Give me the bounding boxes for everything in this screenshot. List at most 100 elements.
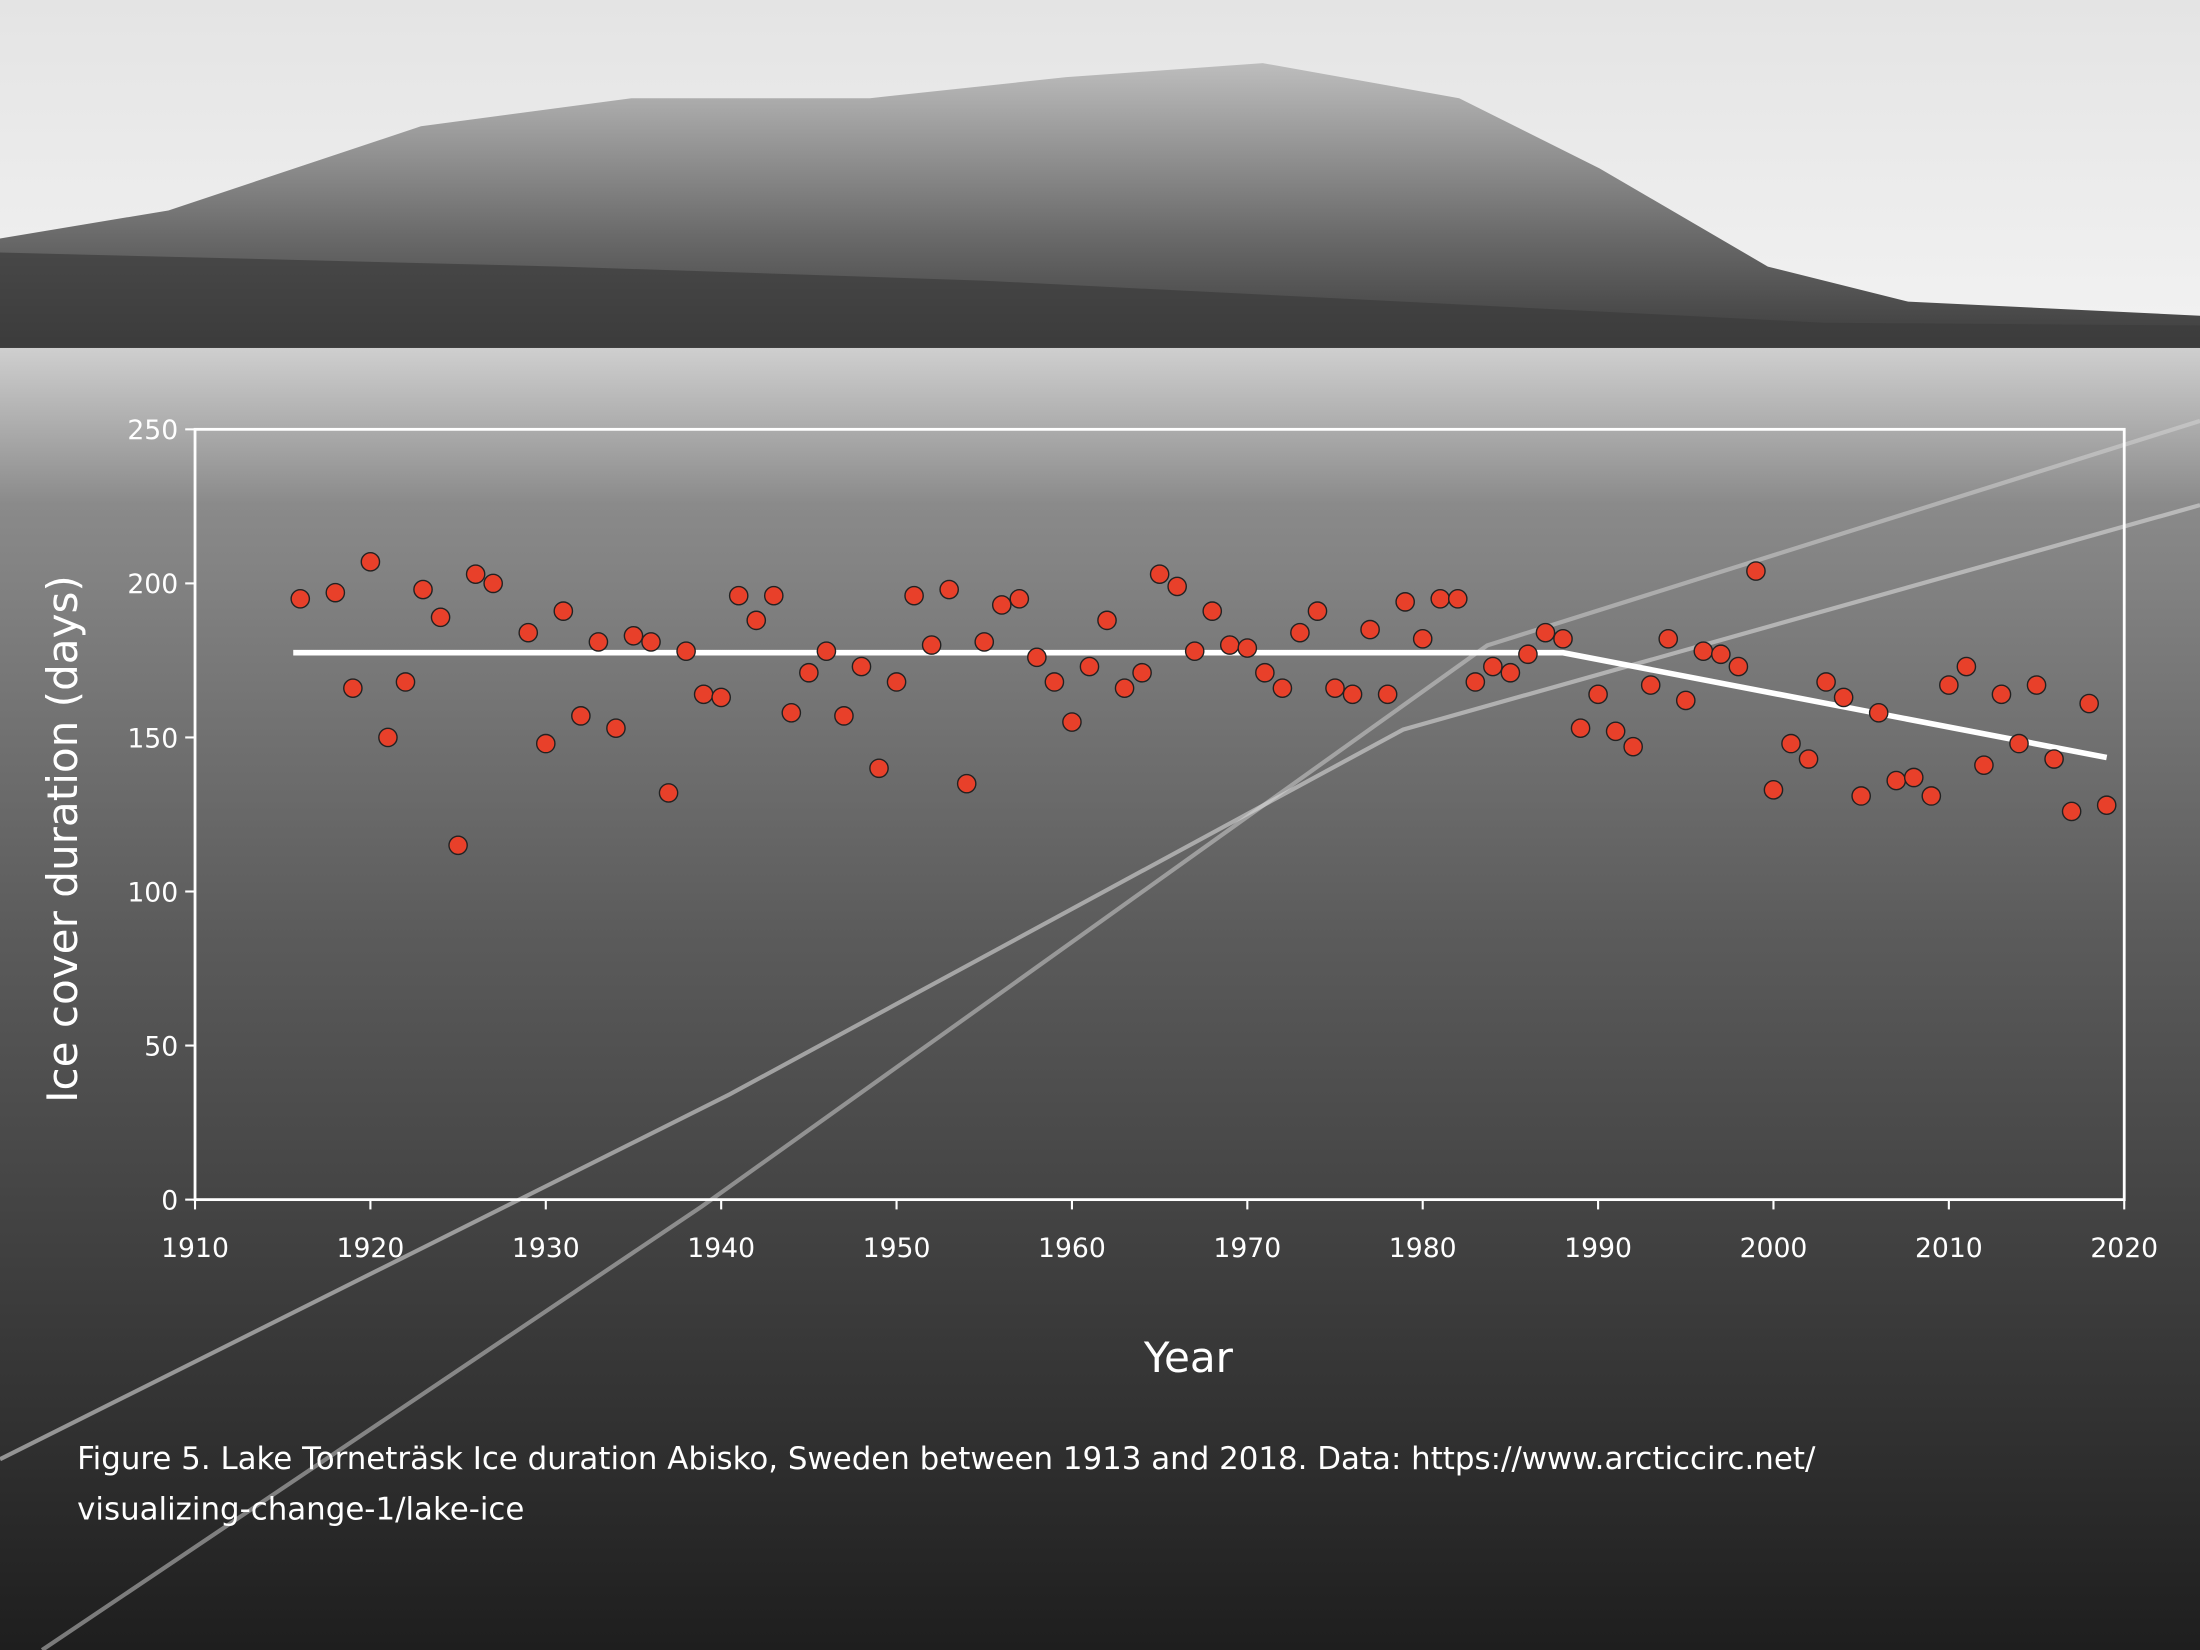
data-point [974,632,995,652]
data-point [693,684,714,705]
data-point [1114,678,1135,698]
data-point [746,610,767,631]
data-point [1500,662,1521,683]
data-point [553,601,574,621]
data-point [1798,749,1819,769]
y-tick-label: 50 [144,1031,178,1062]
data-point [1290,622,1310,643]
x-tick-label: 2010 [1915,1233,1983,1264]
data-point [1447,588,1468,609]
trend-line [293,649,2108,761]
data-point [413,579,433,600]
y-tick-label: 250 [127,415,178,446]
data-point [1202,601,1223,621]
data-point [1430,588,1451,609]
x-tick-label: 1990 [1564,1233,1632,1264]
data-point [2096,795,2117,816]
data-point [1816,672,1836,692]
x-tick-label: 1930 [512,1233,580,1264]
data-point [483,573,503,594]
data-point [1097,610,1117,631]
data-point [1746,561,1766,581]
data-point [1009,588,1030,609]
x-axis-label: Year [1143,1333,1234,1382]
y-tick-label: 200 [127,569,178,600]
x-tick-label: 1970 [1213,1233,1281,1264]
y-axis-label: Ice cover duration (days) [38,575,87,1103]
data-point [2061,801,2082,822]
x-tick-label: 1950 [863,1233,931,1264]
data-point [343,678,363,698]
data-point [1781,733,1801,754]
data-point [1360,619,1380,640]
data-point [1711,644,1731,665]
data-point [1132,662,1152,683]
data-point [1833,687,1854,708]
data-point [641,632,661,652]
data-point [1167,576,1187,597]
data-point [658,783,679,803]
data-point [1307,601,1328,621]
data-point [921,635,942,655]
data-point [1868,702,1889,723]
data-point [360,552,381,572]
data-point [1237,638,1258,658]
data-point [2044,749,2064,769]
data-point [676,641,696,661]
data-point [904,585,924,606]
data-point [1149,564,1170,584]
data-point [606,718,626,739]
data-point [1991,684,2012,705]
y-tick-label: 0 [161,1185,178,1216]
data-point [1342,684,1363,705]
data-point [816,641,837,661]
data-point [290,588,311,609]
data-point [1675,690,1696,711]
x-tick-label: 1920 [337,1233,405,1264]
data-point [1886,770,1907,791]
data-point [430,607,451,628]
data-point [763,585,784,606]
data-point [1465,672,1486,692]
data-point [1903,767,1924,788]
data-point [1588,684,1608,705]
data-point [1079,656,1100,677]
data-point [623,625,644,646]
data-point [799,662,819,683]
data-point [2009,733,2029,754]
data-point [1518,644,1538,665]
data-point [939,579,959,600]
data-point [991,595,1012,615]
data-point [956,773,977,794]
data-point [1553,629,1573,649]
data-point [1728,656,1749,677]
data-point [1255,662,1275,683]
x-tick-label: 1910 [161,1233,229,1264]
data-point [518,622,539,643]
caption-line: visualizing-change-1/lake-ice [77,1492,524,1528]
data-point [1623,736,1643,757]
data-point [465,564,486,584]
plot-frame [193,427,2126,1202]
data-point [1921,786,1942,806]
data-point [781,702,802,723]
data-point [2026,675,2047,695]
data-point [1956,656,1977,677]
caption-line: Figure 5. Lake Torneträsk Ice duration A… [77,1441,1816,1477]
data-point [886,672,907,692]
x-tick-label: 1940 [687,1233,755,1264]
data-point [711,687,731,708]
data-point [1605,721,1626,742]
data-point [1658,629,1679,649]
data-point [1184,641,1205,661]
data-point [834,706,854,726]
data-point [1851,786,1871,806]
data-point [1219,635,1240,655]
data-point [325,582,346,603]
data-point [1939,675,1959,695]
data-point [1395,592,1415,612]
data-point [1763,780,1784,800]
y-tick-label: 150 [127,723,178,754]
data-point [851,656,872,677]
data-point [535,733,556,754]
